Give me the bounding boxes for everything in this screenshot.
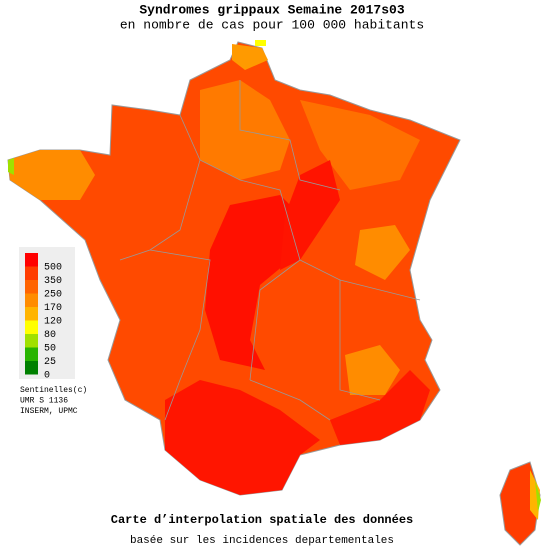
footer-subtitle: basée sur les incidences departementales [130, 535, 394, 547]
footer-title: Carte d’interpolation spatiale des donné… [111, 513, 413, 527]
title: Syndromes grippaux Semaine 2017s03 [139, 2, 404, 17]
legend-swatch [25, 293, 38, 307]
france-map [7, 40, 541, 546]
credit-line: Sentinelles(c) [20, 386, 87, 395]
legend-swatch [25, 320, 38, 334]
legend-label: 350 [44, 276, 62, 287]
subtitle: en nombre de cas pour 100 000 habitants [120, 17, 424, 32]
legend-label: 80 [44, 330, 56, 341]
legend-swatch [25, 347, 38, 361]
credit-line: UMR S 1136 [20, 397, 68, 406]
legend-label: 25 [44, 357, 56, 368]
legend-swatch [25, 307, 38, 321]
legend-label: 120 [44, 317, 62, 328]
legend-label: 50 [44, 344, 56, 355]
legend-swatch [25, 361, 38, 375]
legend-swatch [25, 266, 38, 280]
legend-swatch [25, 253, 38, 267]
legend-label: 170 [44, 303, 62, 314]
credit-line: INSERM, UPMC [20, 407, 78, 416]
legend-swatch [25, 280, 38, 294]
legend-label: 500 [44, 263, 62, 274]
legend-label: 250 [44, 290, 62, 301]
legend-swatch [25, 334, 38, 348]
legend-label: 0 [44, 371, 50, 382]
